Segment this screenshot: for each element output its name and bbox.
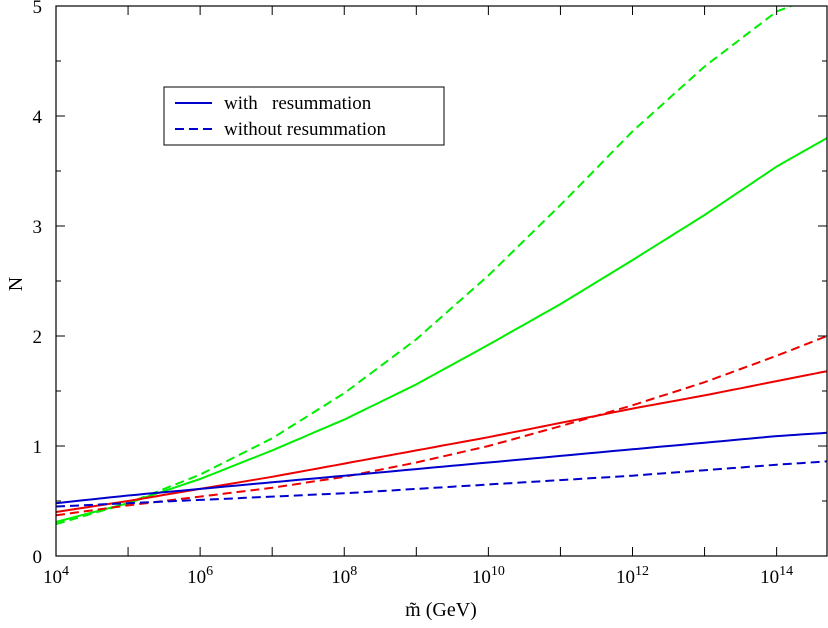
x-tick-label: 104 — [43, 564, 69, 588]
x-tick-label: 1010 — [472, 564, 505, 588]
series-line-6 — [56, 460, 827, 508]
series-line-5 — [56, 431, 827, 505]
y-axis-title: N — [5, 277, 27, 291]
legend-label-without-resummation: without resummation — [224, 119, 387, 140]
series-line-1 — [56, 6, 792, 526]
series-line-2 — [56, 137, 827, 523]
y-tick-label: 1 — [33, 437, 43, 458]
x-tick-label: 108 — [331, 564, 357, 588]
tick-labels-layer: 104 106 108 1010 1012 1014 0 1 2 3 4 5 — [33, 0, 794, 588]
legend-box — [163, 86, 445, 146]
legend-label-with-resummation: with resummation — [224, 93, 372, 114]
x-tick-label: 1012 — [616, 564, 649, 588]
ticks-layer — [55, 5, 827, 557]
y-tick-label: 0 — [33, 547, 43, 568]
x-tick-label: 106 — [187, 564, 213, 588]
y-tick-label: 3 — [33, 217, 43, 238]
x-axis-title: m̃ (GeV) — [405, 599, 477, 621]
legend: with resummation without resummation — [163, 86, 445, 146]
y-tick-label: 2 — [33, 327, 43, 348]
series-layer — [56, 6, 827, 526]
x-tick-label: 1014 — [760, 564, 793, 588]
y-tick-label: 5 — [33, 0, 43, 18]
series-line-3 — [56, 335, 827, 517]
y-tick-label: 4 — [33, 107, 43, 128]
